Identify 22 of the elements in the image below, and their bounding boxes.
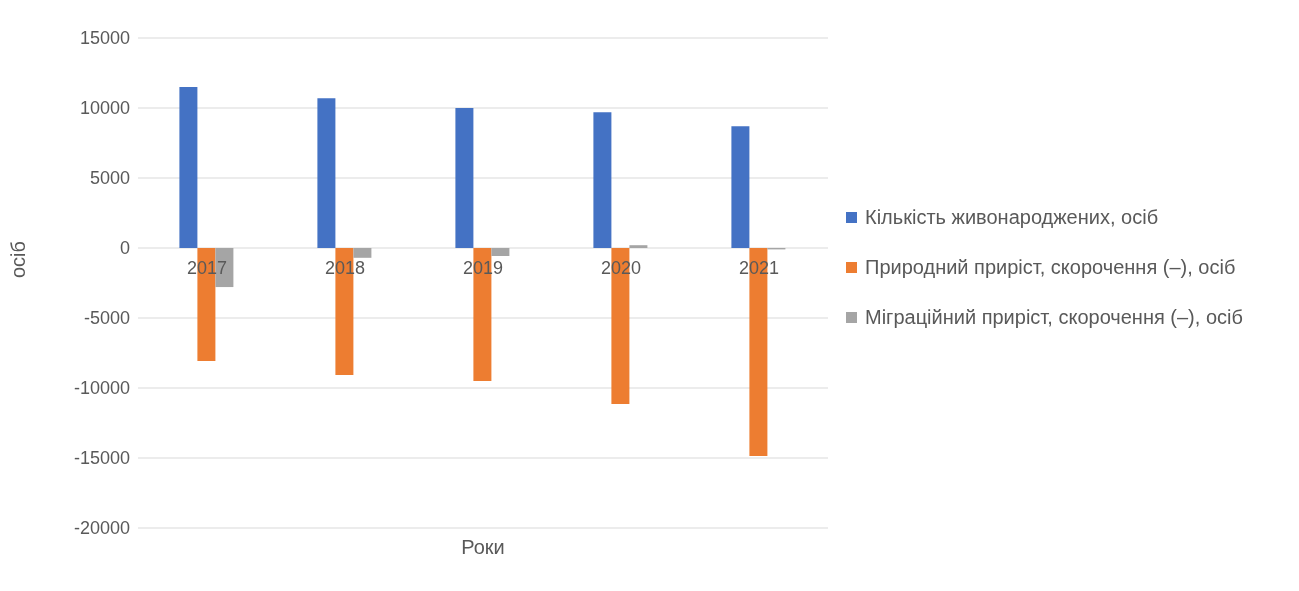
y-tick-label: 5000	[89, 168, 130, 189]
y-tick-label: -20000	[73, 518, 130, 539]
bar	[455, 108, 474, 248]
x-tick-label: 2017	[186, 258, 228, 278]
bar	[629, 245, 648, 248]
y-tick-label: -10000	[73, 378, 130, 399]
bar	[179, 87, 198, 248]
y-tick-label: -5000	[83, 308, 130, 329]
y-tick-label: -15000	[73, 448, 130, 469]
bar	[491, 248, 510, 256]
bar	[317, 98, 336, 248]
y-tick-label: 10000	[79, 98, 130, 119]
legend-label: Міграційний приріст, скорочення (–), осіб	[865, 305, 1243, 330]
x-axis-title: Роки	[460, 536, 506, 559]
y-axis-title: осіб	[7, 240, 31, 278]
bar	[593, 112, 612, 248]
bar	[731, 126, 750, 248]
y-tick-label: 15000	[79, 28, 130, 49]
bar	[353, 248, 372, 258]
y-tick-label: 0	[119, 238, 130, 259]
legend-label: Кількість живонароджених, осіб	[865, 205, 1159, 230]
legend-label: Природний приріст, скорочення (–), осіб	[865, 255, 1236, 280]
